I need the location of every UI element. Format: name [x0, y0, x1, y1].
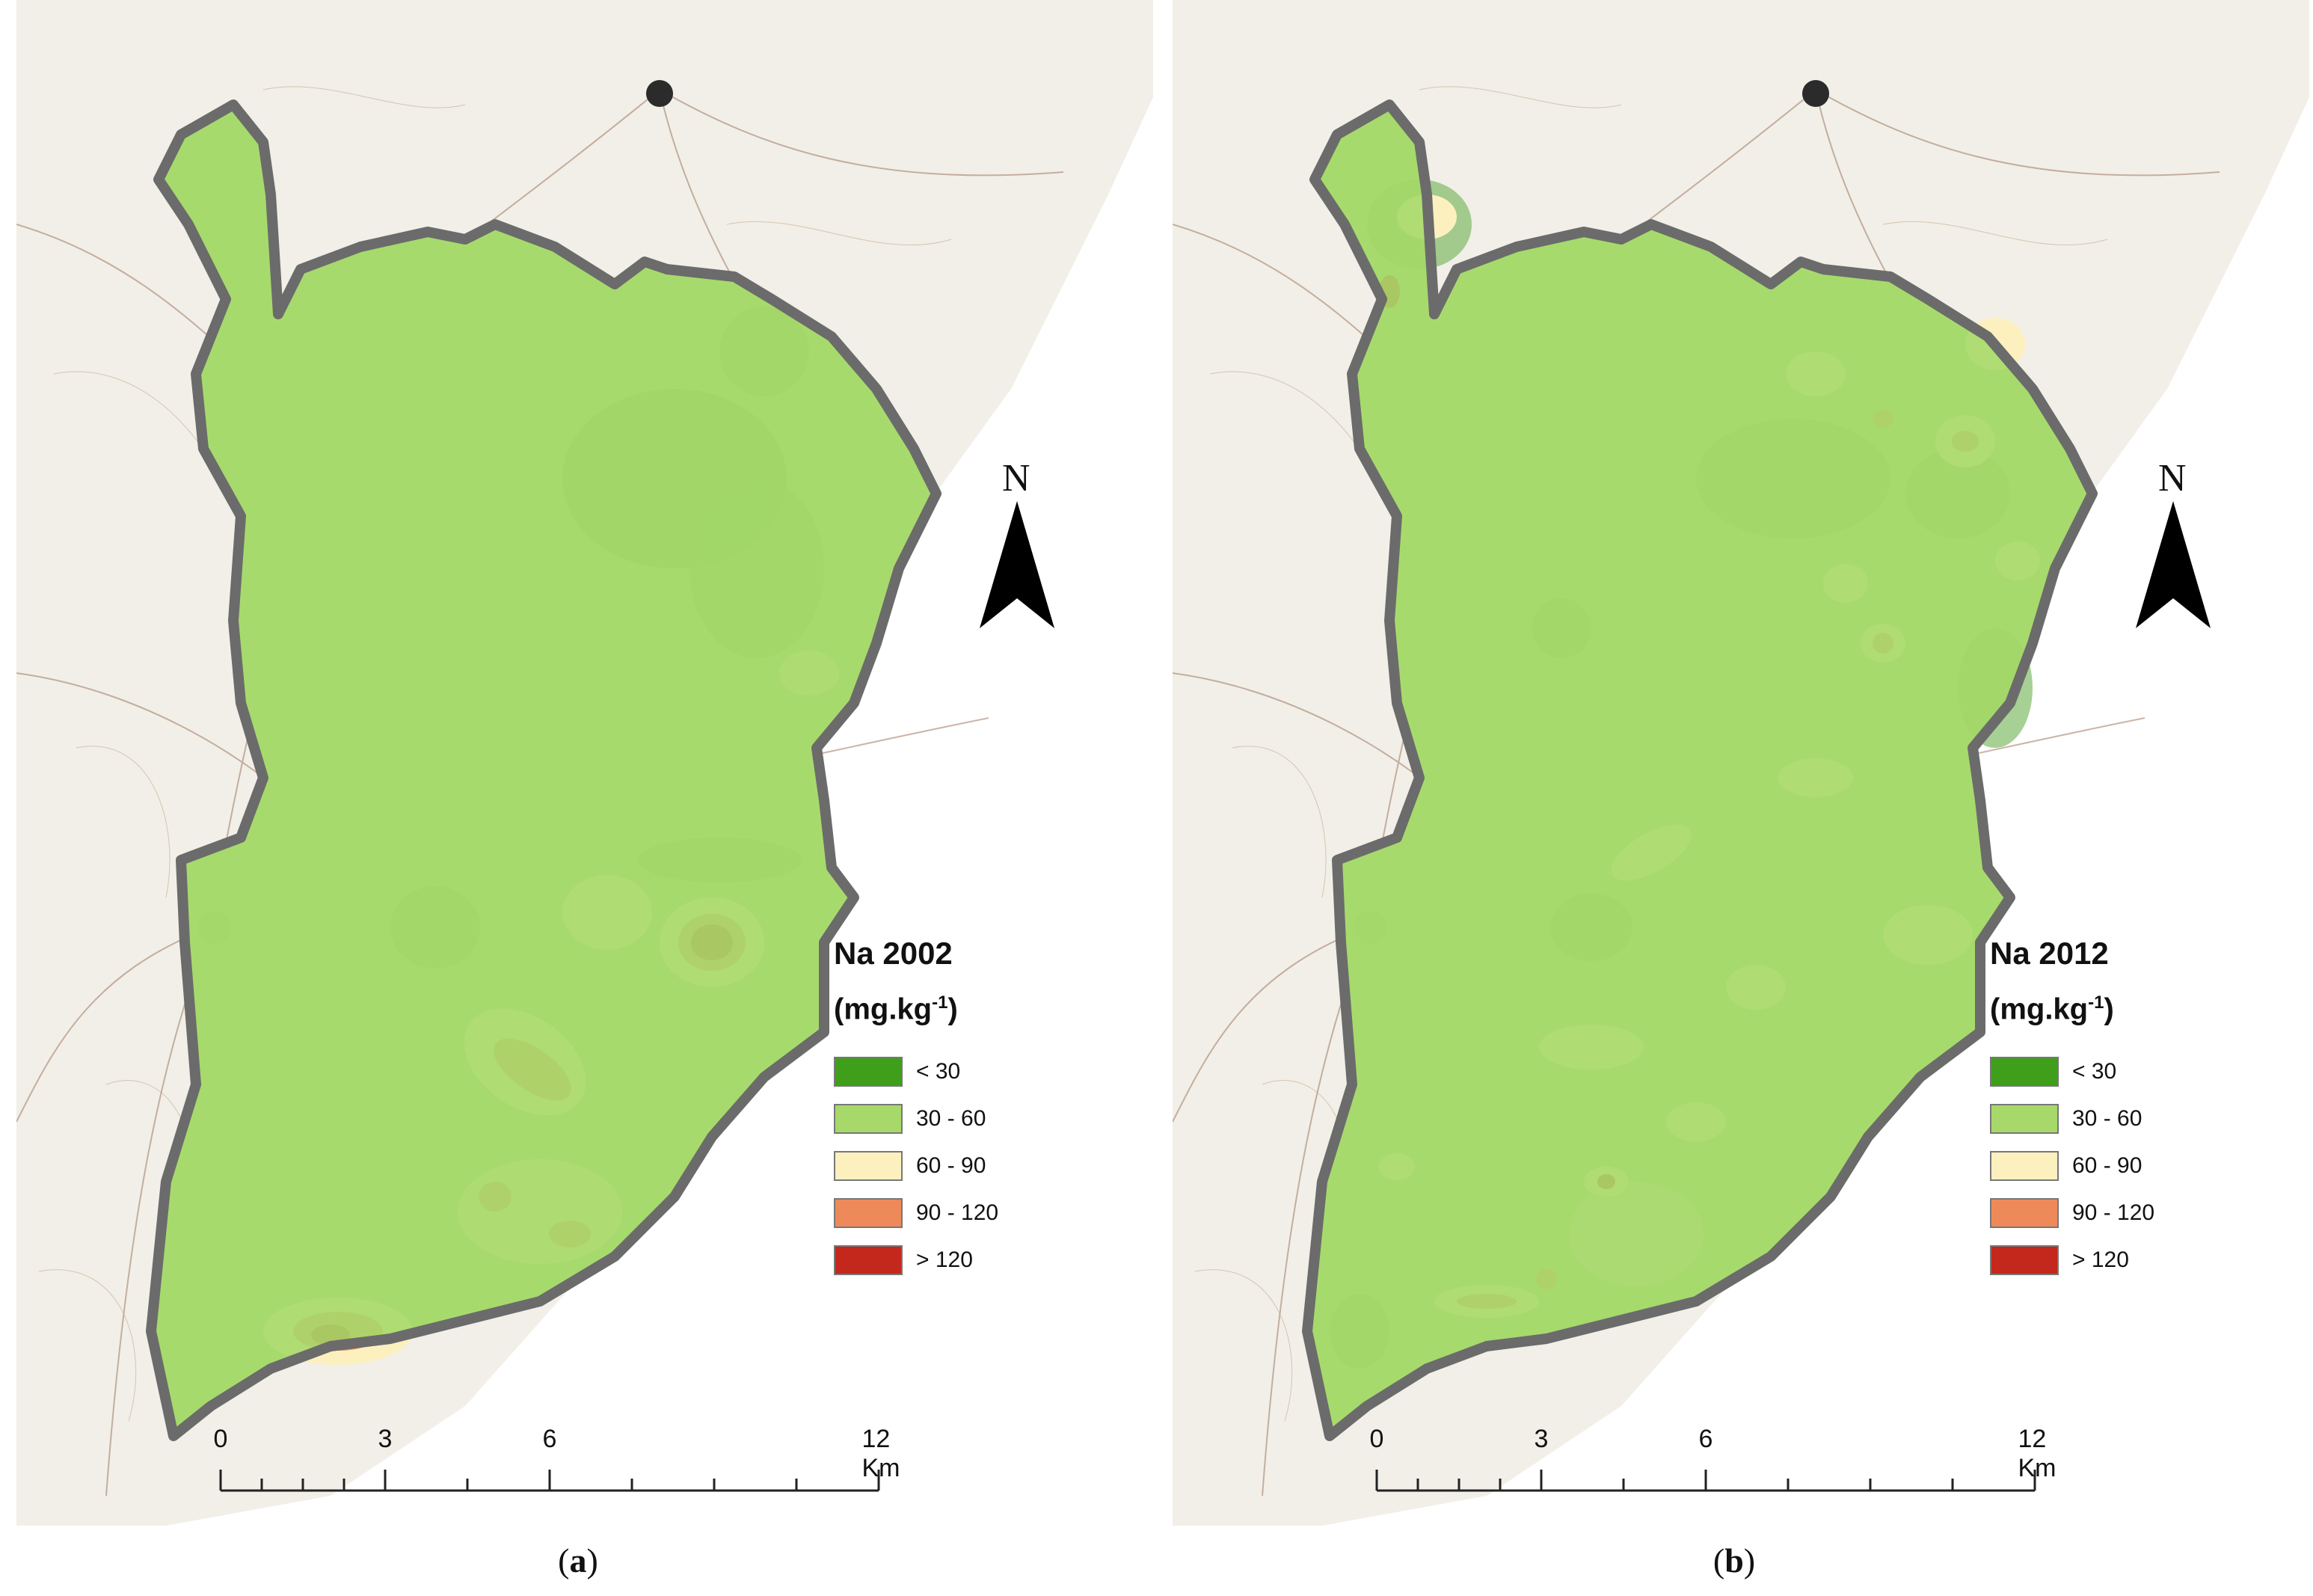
legend-swatch [1990, 1056, 2059, 1087]
legend-swatch [1990, 1244, 2059, 1275]
topographic-basemap [1173, 0, 2309, 1526]
scale-bar: 0 3 6 12 Km [1366, 1425, 2113, 1507]
legend-swatch [1990, 1197, 2059, 1228]
legend-item: < 30 [1990, 1048, 2237, 1095]
scale-ticks [219, 1470, 880, 1492]
scale-label-3: 3 [1534, 1425, 1549, 1453]
legend-label: > 120 [916, 1247, 973, 1272]
scale-label-12: 12 Km [861, 1425, 900, 1482]
legend-unit: (mg.kg-1) [834, 992, 958, 1026]
legend-item: 30 - 60 [834, 1095, 1081, 1142]
legend-swatch [834, 1056, 903, 1087]
scale-label-0: 0 [1369, 1425, 1384, 1453]
north-label: N [1002, 457, 1030, 500]
legend-item: 30 - 60 [1990, 1095, 2237, 1142]
scale-label-3: 3 [378, 1425, 393, 1453]
legend-label: 30 - 60 [916, 1105, 986, 1131]
north-label: N [2158, 457, 2187, 500]
scale-label-6: 6 [1698, 1425, 1713, 1453]
legend-title: Na 2012 [1990, 936, 2109, 971]
legend-swatch [1990, 1150, 2059, 1181]
north-arrow-icon [980, 501, 1054, 628]
legend-items: < 30 30 - 60 60 - 90 90 - 120 > 120 [1990, 1048, 2237, 1283]
na-map-svg [16, 0, 1153, 1526]
legend-label: < 30 [916, 1058, 961, 1084]
basemap-contours [38, 86, 952, 1422]
scale-label-12: 12 Km [2018, 1425, 2056, 1482]
legend-swatch [834, 1150, 903, 1181]
caption-a: (a) [558, 1541, 598, 1580]
legend-label: > 120 [2072, 1247, 2129, 1272]
na-map-svg [1173, 0, 2309, 1526]
legend-label: < 30 [2072, 1058, 2117, 1084]
legend-label: 30 - 60 [2072, 1105, 2142, 1131]
scale-label-6: 6 [542, 1425, 557, 1453]
legend-title: Na 2002 [834, 936, 953, 971]
north-arrow: N [2128, 456, 2218, 636]
legend-label: 90 - 120 [916, 1200, 999, 1225]
legend-swatch [834, 1244, 903, 1275]
legend-item: 60 - 90 [1990, 1142, 2237, 1189]
north-arrow: N [972, 456, 1062, 636]
legend-item: 90 - 120 [834, 1189, 1081, 1236]
caption-b: (b) [1713, 1541, 1756, 1580]
legend-swatch [834, 1103, 903, 1134]
legend-item: 60 - 90 [834, 1142, 1081, 1189]
legend: Na 2002 (mg.kg-1) < 30 30 - 60 60 - 90 9… [834, 931, 1081, 1283]
legend-item: > 120 [1990, 1236, 2237, 1283]
legend-unit: (mg.kg-1) [1990, 992, 2114, 1026]
legend: Na 2012 (mg.kg-1) < 30 30 - 60 60 - 90 9… [1990, 931, 2237, 1283]
legend-item: > 120 [834, 1236, 1081, 1283]
legend-label: 60 - 90 [2072, 1153, 2142, 1178]
scale-label-0: 0 [213, 1425, 228, 1453]
north-arrow-icon [2136, 501, 2211, 628]
legend-items: < 30 30 - 60 60 - 90 90 - 120 > 120 [834, 1048, 1081, 1283]
legend-swatch [1990, 1103, 2059, 1134]
legend-item: < 30 [834, 1048, 1081, 1095]
legend-item: 90 - 120 [1990, 1189, 2237, 1236]
legend-label: 60 - 90 [916, 1153, 986, 1178]
legend-swatch [834, 1197, 903, 1228]
legend-label: 90 - 120 [2072, 1200, 2155, 1225]
scale-ticks [1375, 1470, 2036, 1492]
scale-bar: 0 3 6 12 Km [209, 1425, 957, 1507]
topographic-basemap [16, 0, 1153, 1526]
